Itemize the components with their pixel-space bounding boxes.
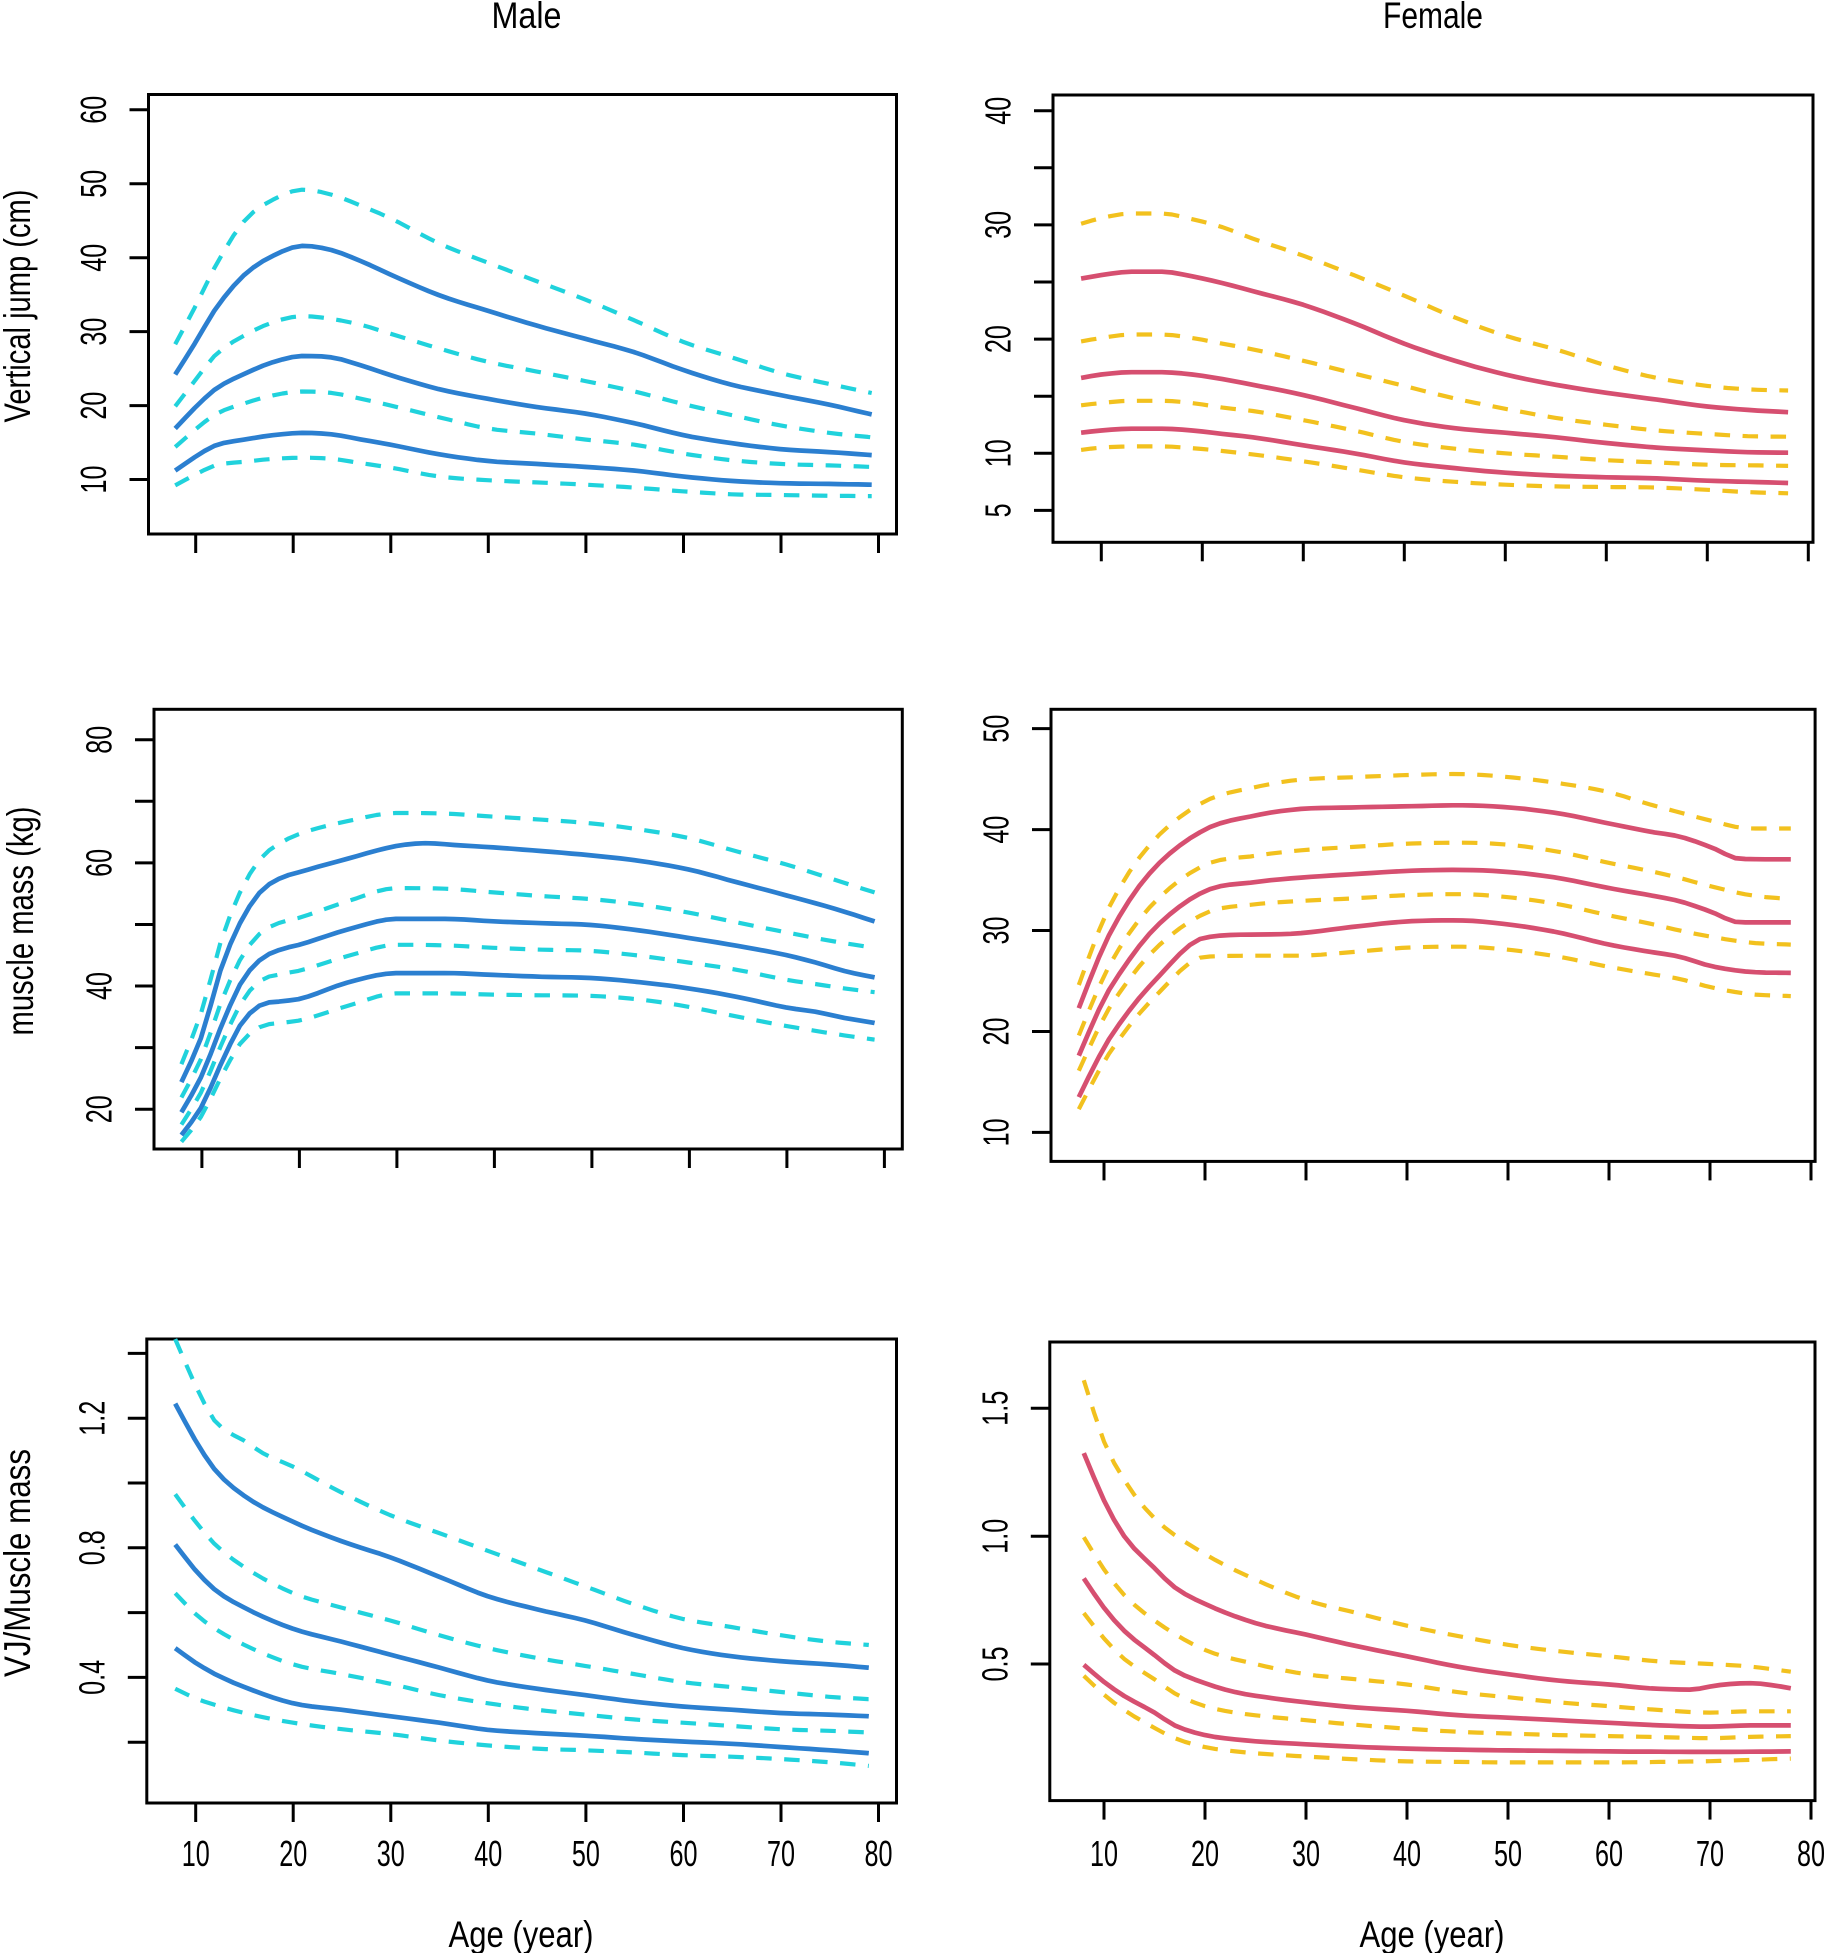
svg-text:Female: Female bbox=[1383, 0, 1483, 36]
svg-text:40: 40 bbox=[1393, 1833, 1421, 1874]
svg-text:50: 50 bbox=[1494, 1833, 1522, 1874]
svg-text:30: 30 bbox=[73, 318, 114, 346]
svg-text:30: 30 bbox=[1292, 1833, 1320, 1874]
svg-text:40: 40 bbox=[474, 1833, 502, 1874]
svg-text:Male: Male bbox=[492, 0, 562, 36]
svg-text:1.5: 1.5 bbox=[974, 1391, 1015, 1426]
svg-text:0.5: 0.5 bbox=[974, 1647, 1015, 1682]
svg-text:80: 80 bbox=[1797, 1833, 1825, 1874]
svg-text:60: 60 bbox=[73, 96, 114, 124]
svg-text:10: 10 bbox=[976, 1118, 1017, 1146]
svg-text:60: 60 bbox=[79, 849, 120, 877]
svg-text:40: 40 bbox=[73, 244, 114, 272]
svg-text:40: 40 bbox=[79, 972, 120, 1000]
svg-text:60: 60 bbox=[670, 1833, 698, 1874]
svg-text:60: 60 bbox=[1595, 1833, 1623, 1874]
svg-text:50: 50 bbox=[73, 170, 114, 198]
svg-text:Age (year): Age (year) bbox=[1360, 1914, 1505, 1953]
svg-text:30: 30 bbox=[377, 1833, 405, 1874]
svg-text:20: 20 bbox=[978, 325, 1019, 353]
svg-text:1.2: 1.2 bbox=[71, 1401, 112, 1436]
svg-text:muscle mass (kg): muscle mass (kg) bbox=[0, 807, 41, 1036]
svg-text:0.8: 0.8 bbox=[71, 1530, 112, 1565]
svg-text:80: 80 bbox=[79, 726, 120, 754]
svg-text:50: 50 bbox=[976, 715, 1017, 743]
svg-text:10: 10 bbox=[978, 439, 1019, 467]
svg-text:1.0: 1.0 bbox=[974, 1519, 1015, 1554]
svg-text:10: 10 bbox=[73, 466, 114, 494]
svg-text:40: 40 bbox=[976, 816, 1017, 844]
svg-text:20: 20 bbox=[976, 1018, 1017, 1046]
svg-text:20: 20 bbox=[79, 1095, 120, 1123]
svg-text:0.4: 0.4 bbox=[71, 1660, 112, 1695]
svg-text:Age (year): Age (year) bbox=[449, 1914, 594, 1953]
svg-text:40: 40 bbox=[978, 97, 1019, 125]
svg-text:20: 20 bbox=[73, 392, 114, 420]
svg-text:Vertical jump (cm): Vertical jump (cm) bbox=[0, 190, 38, 423]
svg-text:10: 10 bbox=[182, 1833, 210, 1874]
svg-text:70: 70 bbox=[767, 1833, 795, 1874]
svg-text:30: 30 bbox=[978, 211, 1019, 239]
svg-text:VJ/Muscle mass: VJ/Muscle mass bbox=[0, 1449, 38, 1677]
svg-text:70: 70 bbox=[1696, 1833, 1724, 1874]
svg-text:80: 80 bbox=[865, 1833, 893, 1874]
svg-text:20: 20 bbox=[279, 1833, 307, 1874]
svg-text:30: 30 bbox=[976, 917, 1017, 945]
svg-text:10: 10 bbox=[1090, 1833, 1118, 1874]
svg-text:50: 50 bbox=[572, 1833, 600, 1874]
svg-text:5: 5 bbox=[978, 503, 1019, 517]
svg-text:20: 20 bbox=[1191, 1833, 1219, 1874]
